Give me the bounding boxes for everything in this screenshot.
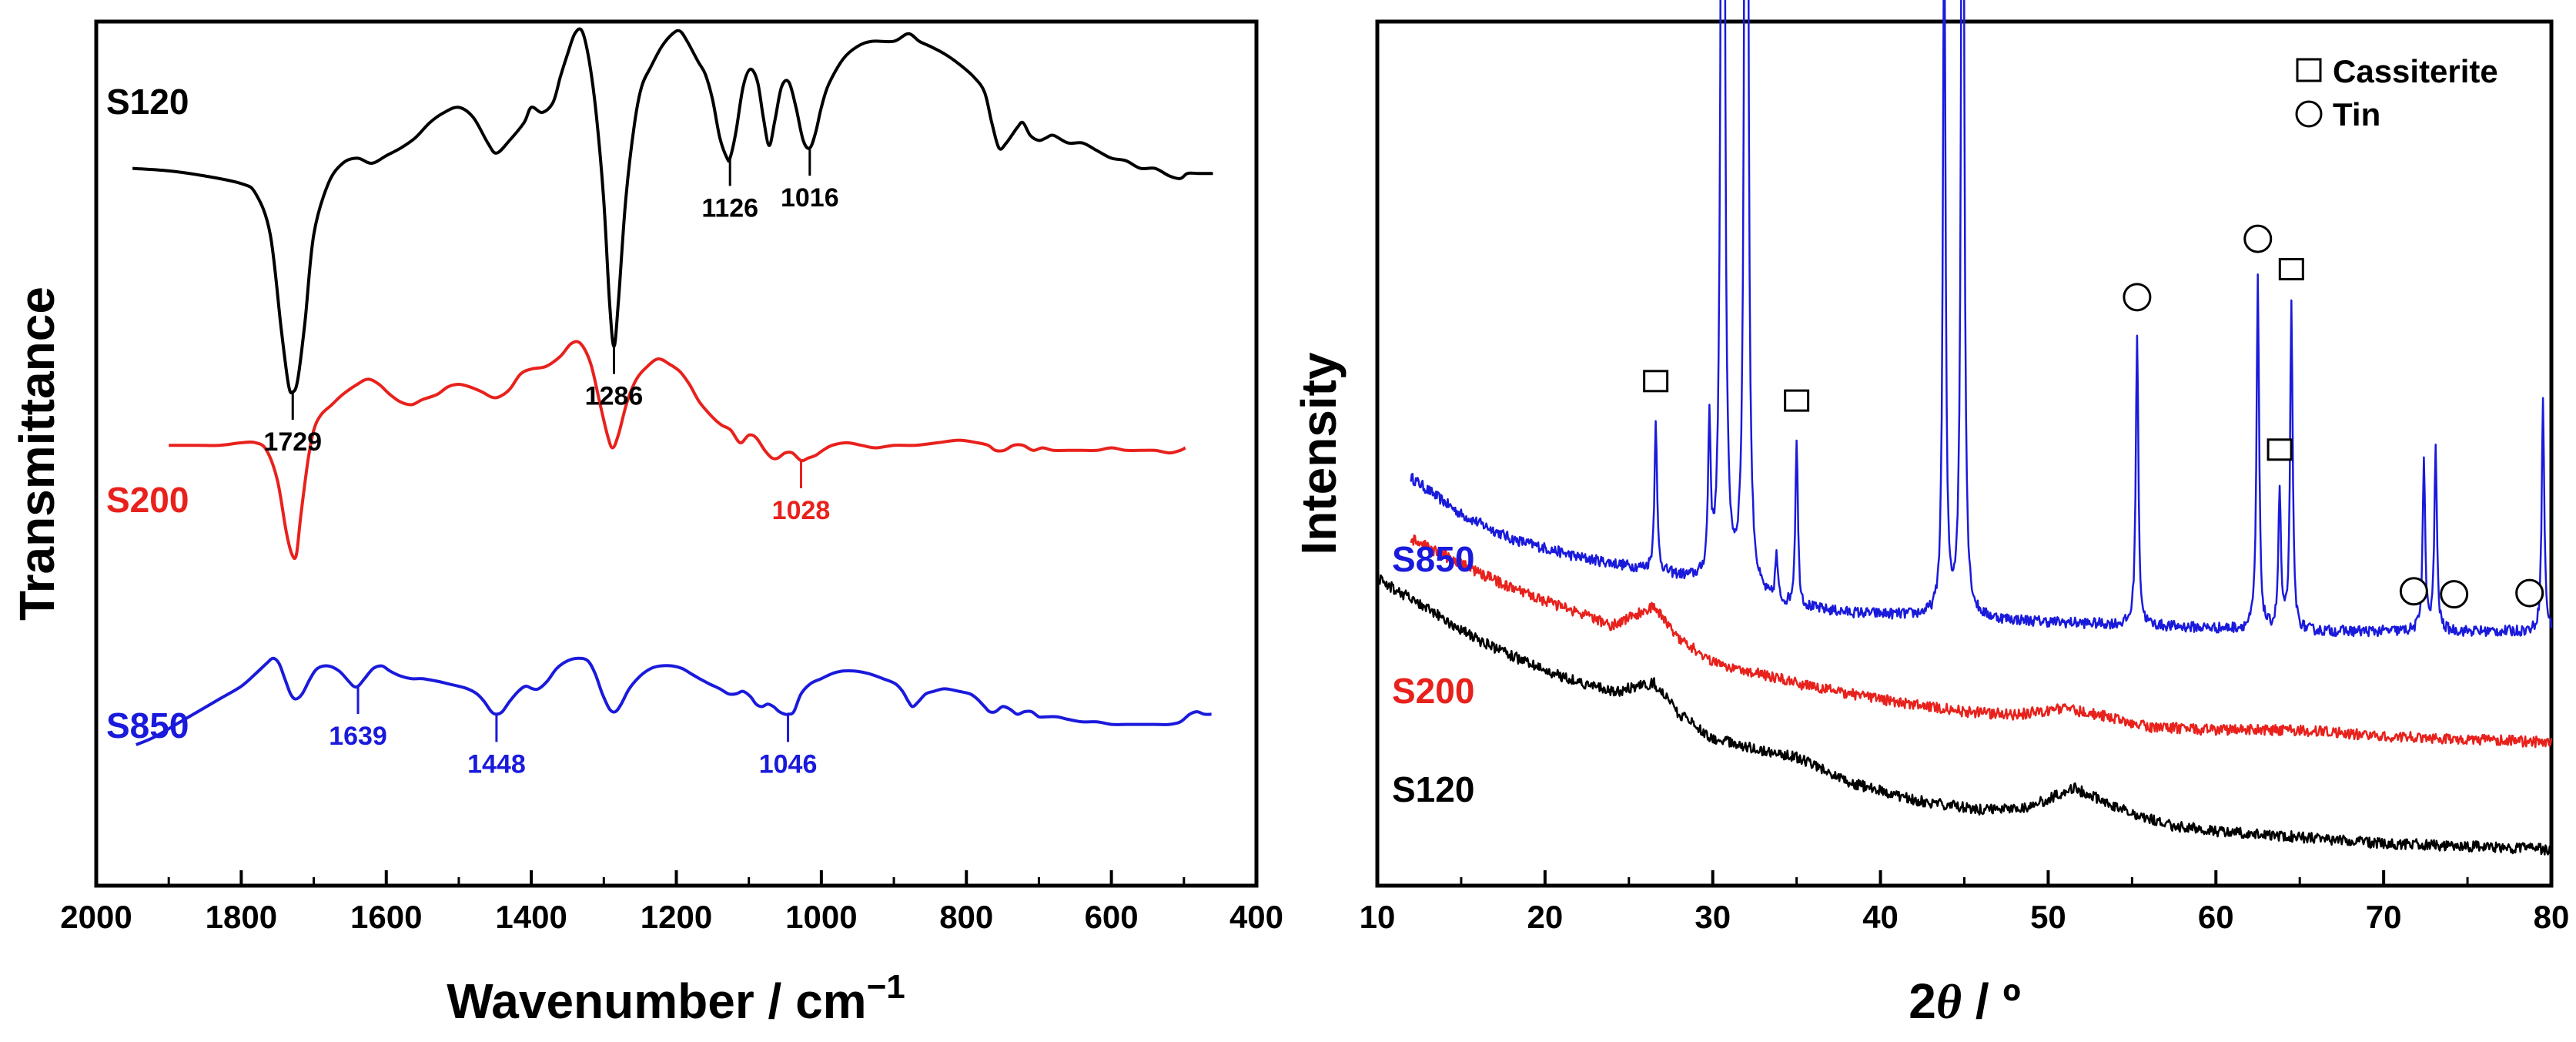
ftir-line-s200 — [169, 340, 1186, 561]
xrd-y-axis-label: Intensity — [1291, 352, 1347, 555]
legend-circle-icon — [2295, 100, 2323, 128]
xrd-tin-marker-62.5 — [2243, 224, 2273, 253]
ftir-peak-label-1286: 1286 — [585, 382, 644, 411]
xrd-x-tick-label-40: 40 — [1862, 899, 1899, 935]
xrd-cassiterite-marker-64.5 — [2278, 258, 2304, 281]
ftir-peak-label-1448: 1448 — [467, 749, 526, 779]
xrd-x-tick-label-20: 20 — [1527, 899, 1563, 935]
ftir-curve-label-s200: S200 — [106, 480, 189, 520]
xrd-x-axis-label: 2θ / º — [1909, 973, 2021, 1029]
xrd-x-tick-label-50: 50 — [2030, 899, 2066, 935]
xrd-tin-marker-71.8 — [2399, 577, 2428, 606]
ftir-x-axis-label-superscript: −1 — [867, 968, 905, 1006]
ftir-x-axis: 2000 1800 1600 1400 1200 1000 800 600 400 — [60, 870, 1283, 935]
xrd-cassiterite-marker-35 — [1784, 389, 1810, 412]
ftir-peak-label-1028: 1028 — [772, 496, 831, 525]
xrd-curve-label-s850: S850 — [1392, 539, 1474, 579]
xrd-curve-label-s120: S120 — [1392, 769, 1474, 809]
xrd-cassiterite-marker-26.6 — [1643, 370, 1669, 393]
xrd-x-axis-label-prefix: 2 — [1909, 973, 1936, 1029]
ftir-x-tick-label-400: 400 — [1229, 899, 1283, 935]
xrd-line-s200 — [1410, 534, 2553, 749]
xrd-tin-marker-55.3 — [2123, 283, 2152, 312]
ftir-curve-label-s850: S850 — [106, 705, 189, 745]
ftir-x-tick-label-600: 600 — [1085, 899, 1139, 935]
ftir-x-tick-label-1200: 1200 — [641, 899, 712, 935]
ftir-curve-label-s120: S120 — [106, 82, 189, 122]
ftir-y-axis-label: Transmittance — [9, 286, 65, 621]
xrd-curve-label-s200: S200 — [1392, 671, 1474, 711]
ftir-line-s850 — [135, 656, 1212, 746]
ftir-x-tick-label-1000: 1000 — [785, 899, 857, 935]
xrd-x-axis: 10 20 30 40 50 60 70 80 — [1360, 870, 2570, 935]
ftir-x-tick-label-2000: 2000 — [60, 899, 132, 935]
xrd-series-group: S850 S200 S120 — [1376, 0, 2553, 856]
xrd-x-tick-label-70: 70 — [2366, 899, 2402, 935]
ftir-peak-label-1639: 1639 — [329, 722, 387, 751]
ftir-x-tick-label-1800: 1800 — [206, 899, 277, 935]
ftir-panel: S120 S200 S850 1729 1286 1126 1016 1028 1639 144… — [9, 19, 1283, 1029]
xrd-x-tick-label-30: 30 — [1694, 899, 1731, 935]
xrd-tin-marker-74.2 — [2440, 580, 2469, 609]
xrd-x-axis-label-theta: θ — [1936, 974, 1962, 1029]
xrd-x-tick-label-60: 60 — [2198, 899, 2234, 935]
xrd-legend: Cassiterite Tin — [2295, 53, 2498, 132]
xrd-phase-markers — [1643, 224, 2544, 609]
ftir-peak-label-1729: 1729 — [263, 427, 322, 457]
ftir-annotations: 1729 1286 1126 1016 1028 1639 1448 1046 — [263, 148, 839, 779]
ftir-x-axis-label: Wavenumber / cm−1 — [447, 968, 905, 1029]
xrd-tin-marker-78.7 — [2515, 578, 2544, 608]
xrd-line-s850 — [1410, 0, 2553, 638]
ftir-peak-label-1016: 1016 — [781, 183, 839, 213]
ftir-series-group: S120 S200 S850 — [106, 27, 1213, 746]
ftir-x-tick-label-1400: 1400 — [495, 899, 567, 935]
legend-label-cassiterite: Cassiterite — [2333, 53, 2498, 89]
ftir-peak-label-1046: 1046 — [759, 749, 818, 779]
ftir-x-tick-label-1600: 1600 — [350, 899, 422, 935]
xrd-line-s120 — [1376, 574, 2553, 856]
ftir-line-s120 — [132, 27, 1213, 394]
ftir-peak-label-1126: 1126 — [701, 193, 758, 223]
xrd-cassiterite-marker-63.8 — [2267, 438, 2293, 461]
xrd-x-axis-label-suffix: / º — [1962, 973, 2021, 1029]
ftir-x-tick-label-800: 800 — [939, 899, 993, 935]
legend-square-icon — [2296, 58, 2322, 82]
xrd-panel: S850 S200 S120 10 20 30 40 50 60 70 80 Cassiterit… — [1291, 0, 2569, 1029]
legend-label-tin: Tin — [2333, 96, 2380, 132]
xrd-x-tick-label-80: 80 — [2534, 899, 2570, 935]
xrd-x-tick-label-10: 10 — [1360, 899, 1396, 935]
